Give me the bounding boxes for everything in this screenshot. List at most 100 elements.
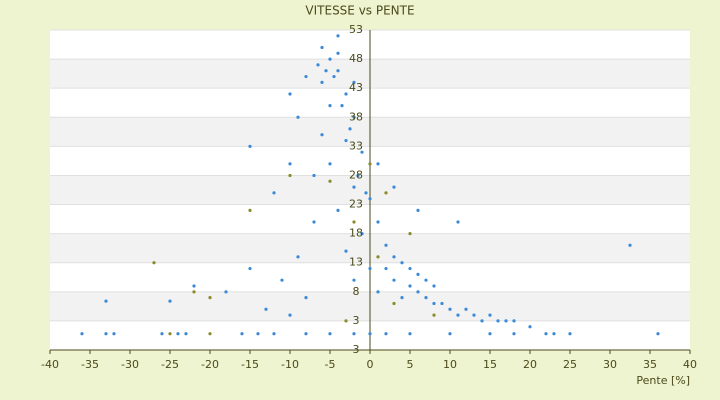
point	[528, 325, 532, 329]
x-tick-label: -30	[121, 358, 139, 371]
point	[424, 278, 428, 282]
point	[384, 191, 388, 195]
y-tick-label: 3	[353, 314, 360, 327]
point	[272, 332, 276, 336]
point	[328, 332, 332, 336]
point	[208, 296, 212, 300]
point	[656, 332, 660, 336]
point	[352, 278, 356, 282]
point	[344, 92, 348, 96]
point	[408, 332, 412, 336]
x-tick-label: 0	[367, 358, 374, 371]
point	[328, 162, 332, 166]
x-tick-label: 40	[683, 358, 697, 371]
x-tick-label: 10	[443, 358, 457, 371]
point	[112, 332, 116, 336]
point	[328, 104, 332, 108]
point	[400, 296, 404, 300]
point	[296, 115, 300, 119]
x-tick-label: -40	[41, 358, 59, 371]
point	[628, 243, 632, 247]
x-tick-label: -25	[161, 358, 179, 371]
point	[512, 319, 516, 323]
chart-title: VITESSE vs PENTE	[305, 4, 414, 18]
point	[328, 179, 332, 183]
point	[360, 150, 364, 154]
point	[384, 266, 388, 271]
point	[416, 290, 420, 294]
point	[448, 332, 452, 336]
point	[432, 284, 436, 288]
point	[344, 249, 348, 253]
point	[320, 80, 324, 84]
point	[512, 332, 516, 336]
x-tick-label: 5	[407, 358, 414, 371]
point	[392, 301, 396, 306]
point	[480, 319, 484, 323]
point	[360, 232, 364, 236]
y-tick-label: 33	[349, 139, 363, 152]
point	[340, 104, 344, 108]
point	[272, 191, 276, 195]
x-tick-label: 15	[483, 358, 497, 371]
x-tick-label: -15	[241, 358, 259, 371]
y-tick-label: 18	[349, 227, 363, 240]
point	[408, 266, 412, 271]
point	[348, 127, 352, 131]
point	[408, 232, 412, 236]
x-tick-label: 30	[603, 358, 617, 371]
point	[456, 220, 460, 224]
point	[432, 313, 436, 317]
point	[80, 332, 84, 336]
point	[316, 63, 320, 67]
point	[248, 208, 252, 212]
point	[336, 208, 340, 212]
y-tick-label: 23	[349, 198, 363, 211]
point	[248, 266, 252, 271]
point	[288, 162, 292, 166]
point	[296, 255, 300, 259]
y-tick-label: 3	[353, 343, 360, 356]
point	[432, 301, 436, 306]
point	[464, 307, 468, 311]
point	[356, 173, 360, 178]
point	[288, 313, 292, 317]
point	[304, 74, 308, 79]
point	[368, 162, 372, 166]
point	[544, 332, 548, 336]
point	[352, 80, 356, 84]
point	[384, 243, 388, 247]
point	[440, 301, 444, 306]
point	[240, 332, 244, 336]
point	[448, 307, 452, 311]
point	[424, 296, 428, 300]
point	[320, 45, 324, 50]
point	[312, 173, 316, 178]
point	[376, 255, 380, 259]
point	[368, 197, 372, 201]
point	[488, 332, 492, 336]
x-tick-label: 20	[523, 358, 537, 371]
point	[472, 313, 476, 317]
y-tick-label: 48	[349, 52, 363, 65]
point	[352, 115, 356, 119]
point	[496, 319, 500, 323]
point	[320, 133, 324, 137]
x-axis-label: Pente [%]	[636, 374, 690, 387]
point	[328, 57, 332, 61]
point	[104, 299, 108, 303]
y-tick-label: 38	[349, 110, 363, 123]
point	[368, 332, 372, 336]
point	[344, 319, 348, 323]
point	[344, 138, 348, 143]
point	[168, 332, 172, 336]
point	[416, 208, 420, 212]
point	[324, 69, 328, 73]
point	[392, 185, 396, 189]
point	[208, 332, 212, 336]
point	[264, 307, 268, 311]
point	[304, 332, 308, 336]
point	[336, 51, 340, 55]
point	[392, 278, 396, 282]
point	[256, 332, 260, 336]
